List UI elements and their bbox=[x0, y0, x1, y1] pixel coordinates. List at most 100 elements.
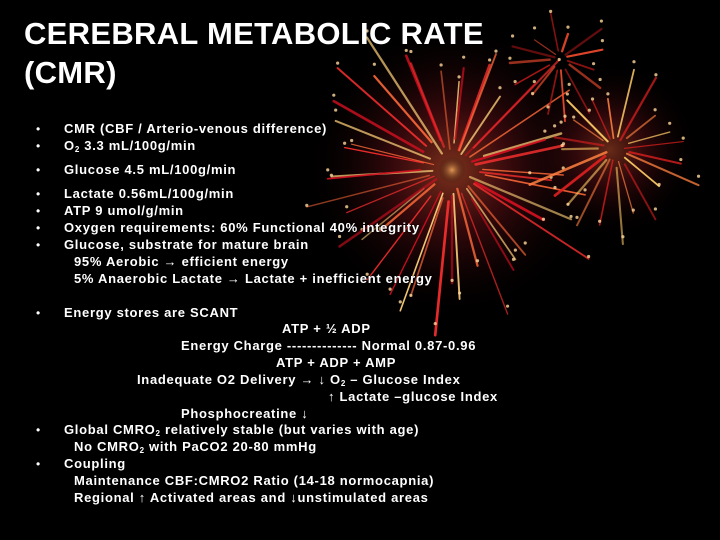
firework-streak bbox=[361, 187, 425, 241]
firework-streak bbox=[531, 65, 556, 96]
firework-spark bbox=[543, 129, 547, 133]
firework-spark bbox=[488, 58, 492, 62]
firework-spark bbox=[541, 217, 546, 221]
firework-streak bbox=[617, 160, 634, 214]
firework-spark bbox=[409, 49, 413, 54]
anaerobic-line: 5% Anaerobic Lactate → Lactate + ineffic… bbox=[74, 271, 433, 286]
firework-streak bbox=[619, 76, 658, 142]
slide-title-line1: CEREBRAL METABOLIC RATE bbox=[24, 16, 484, 51]
firework-streak bbox=[561, 147, 599, 151]
firework-streak bbox=[474, 144, 565, 166]
slide-title: CEREBRAL METABOLIC RATE (CMR) bbox=[24, 14, 484, 92]
bullet-marker: • bbox=[36, 238, 41, 252]
bullet-marker: • bbox=[36, 122, 41, 136]
firework-spark bbox=[653, 108, 657, 112]
firework-streak bbox=[351, 143, 435, 166]
lactate-glucose-index: ↑ Lactate –glucose Index bbox=[328, 389, 498, 404]
firework-streak bbox=[409, 62, 446, 148]
firework-streak bbox=[623, 140, 684, 149]
firework-streak bbox=[379, 183, 436, 232]
glucose-rate: Glucose 4.5 mL/100g/min bbox=[64, 162, 237, 177]
firework-spark bbox=[350, 138, 354, 143]
firework-streak bbox=[559, 69, 566, 123]
firework-spark bbox=[546, 105, 550, 109]
bullet-marker: • bbox=[36, 139, 41, 153]
slide-title-line2: (CMR) bbox=[24, 55, 117, 90]
firework-spark bbox=[590, 97, 595, 101]
firework-spark bbox=[532, 26, 537, 30]
lactate-rate: Lactate 0.56mL/100g/min bbox=[64, 186, 234, 201]
firework-spark bbox=[530, 91, 535, 96]
firework-streak bbox=[591, 99, 611, 140]
firework-spark bbox=[334, 108, 338, 112]
firework-spark bbox=[523, 241, 527, 245]
firework-streak bbox=[470, 197, 515, 271]
firework-streak bbox=[440, 70, 451, 150]
firework-streak bbox=[460, 192, 509, 315]
firework-streak bbox=[514, 64, 551, 86]
firework-streak bbox=[334, 119, 431, 160]
firework-spark bbox=[508, 56, 512, 60]
firework-streak bbox=[533, 39, 557, 56]
firework-spark bbox=[513, 248, 517, 252]
firework-spark bbox=[696, 174, 701, 178]
firework-streak bbox=[482, 132, 563, 158]
firework-streak bbox=[326, 169, 422, 180]
firework-spark bbox=[553, 185, 557, 190]
bullet-marker: • bbox=[36, 221, 41, 235]
firework-spark bbox=[598, 77, 602, 82]
firework-streak bbox=[573, 119, 604, 142]
firework-spark bbox=[439, 63, 443, 67]
firework-spark bbox=[532, 79, 536, 84]
firework-spark bbox=[681, 136, 685, 140]
firework-streak bbox=[460, 95, 501, 155]
firework-spark bbox=[657, 182, 661, 187]
firework-streak bbox=[607, 97, 615, 139]
firework-spark bbox=[560, 143, 564, 148]
firework-streak bbox=[456, 187, 479, 267]
firework-spark bbox=[575, 215, 579, 219]
firework-streak bbox=[528, 151, 608, 186]
energy-stores: Energy stores are SCANT bbox=[64, 305, 239, 320]
firework-spark bbox=[513, 79, 517, 84]
firework-streak bbox=[576, 158, 611, 227]
firework-streak bbox=[511, 45, 556, 59]
firework-streak bbox=[452, 192, 461, 300]
firework-spark bbox=[332, 93, 336, 97]
firework-spark bbox=[563, 114, 567, 118]
firework-spark bbox=[343, 141, 347, 145]
firework-streak bbox=[306, 174, 431, 208]
firework-spark bbox=[498, 86, 502, 90]
firework-streak bbox=[471, 138, 546, 163]
firework-streak bbox=[623, 163, 657, 221]
firework-streak bbox=[566, 48, 604, 58]
firework-spark bbox=[372, 62, 376, 66]
firework-streak bbox=[553, 136, 605, 147]
firework-streak bbox=[564, 68, 591, 114]
firework-spark bbox=[345, 205, 349, 209]
firework-streak bbox=[365, 36, 444, 155]
bullet-marker: • bbox=[36, 423, 41, 437]
firework-spark bbox=[365, 29, 369, 33]
bullet-marker: • bbox=[36, 457, 41, 471]
no-cmro2: No CMRO2 with PaCO2 20-80 mmHg bbox=[74, 439, 317, 455]
firework-streak bbox=[366, 195, 432, 281]
firework-streak bbox=[346, 175, 435, 214]
firework-streak bbox=[410, 197, 444, 297]
firework-streak bbox=[628, 151, 682, 165]
aerobic-line: 95% Aerobic → efficient energy bbox=[74, 254, 289, 269]
firework-streak bbox=[553, 154, 607, 197]
firework-streak bbox=[338, 178, 438, 248]
phosphocreatine: Phosphocreatine ↓ bbox=[181, 406, 309, 421]
firework-streak bbox=[389, 191, 442, 296]
firework-spark bbox=[606, 92, 610, 96]
firework-streak bbox=[484, 174, 586, 196]
firework-spark bbox=[378, 226, 382, 231]
firework-spark bbox=[600, 38, 605, 43]
firework-spark bbox=[557, 57, 561, 62]
firework-spark bbox=[494, 49, 498, 53]
inadequate-o2-delivery: Inadequate O2 Delivery → ↓ O2 – Glucose … bbox=[137, 372, 461, 388]
regional-coupling: Regional ↑ Activated areas and ↓unstimul… bbox=[74, 490, 429, 505]
firework-streak bbox=[373, 74, 433, 144]
